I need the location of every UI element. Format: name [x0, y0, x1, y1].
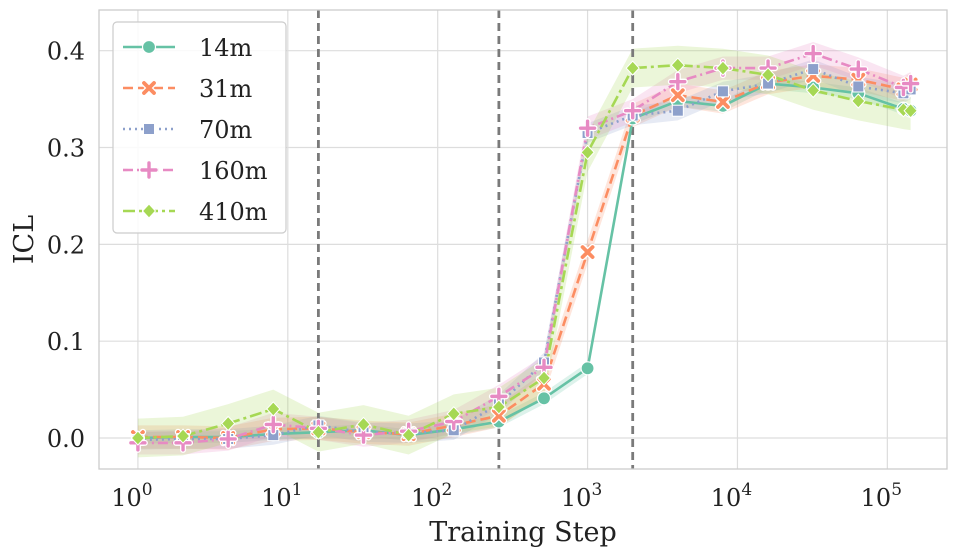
- legend-label: 14m: [199, 34, 253, 62]
- x-tick-label: 102: [411, 480, 452, 512]
- confidence-bands: [137, 42, 911, 458]
- data-point: [356, 416, 371, 433]
- data-point: [580, 361, 595, 376]
- data-point: [536, 391, 552, 406]
- markers-410m: [130, 57, 918, 446]
- data-point: [490, 407, 508, 424]
- data-point: [716, 85, 729, 98]
- data-point: [139, 160, 159, 180]
- plot-frame: [98, 9, 948, 470]
- data-point: [141, 39, 157, 55]
- x-tick-labels: 100 101 102 103 104 105: [111, 480, 902, 512]
- data-point: [577, 118, 598, 139]
- y-tick-labels: 0.0 0.1 0.2 0.3 0.4: [47, 38, 85, 453]
- data-point: [218, 428, 239, 449]
- data-point: [670, 57, 686, 73]
- data-point: [491, 399, 507, 415]
- data-point: [175, 428, 191, 444]
- x-tick-label: 100: [111, 480, 152, 512]
- legend-label: 160m: [199, 157, 268, 185]
- y-axis-label: ICL: [9, 215, 40, 264]
- data-point: [852, 80, 865, 93]
- data-point: [671, 104, 684, 117]
- data-point: [579, 243, 596, 261]
- data-point: [220, 415, 236, 432]
- data-point: [625, 60, 640, 76]
- data-point: [903, 102, 918, 119]
- data-point: [536, 370, 552, 386]
- data-point: [667, 71, 688, 92]
- data-point: [311, 424, 326, 440]
- data-point: [130, 430, 146, 446]
- x-axis-label: Training Step: [429, 517, 617, 548]
- data-point: [140, 79, 158, 97]
- legend-box: [112, 21, 287, 234]
- y-tick-label: 0.1: [47, 328, 85, 356]
- data-point: [669, 86, 687, 104]
- legend: 14m 31m 70m 160m 410m: [112, 21, 287, 234]
- data-point: [401, 427, 416, 443]
- band-410m: [137, 45, 911, 458]
- data-point: [141, 203, 157, 219]
- y-tick-label: 0.3: [47, 135, 85, 163]
- y-tick-label: 0.2: [47, 231, 85, 259]
- data-point: [266, 401, 281, 417]
- x-tick-label: 105: [861, 480, 902, 512]
- legend-label: 31m: [199, 75, 253, 103]
- band-160m: [137, 42, 911, 455]
- data-point: [622, 100, 643, 121]
- x-tick-label: 101: [261, 480, 302, 512]
- x-tick-label: 104: [711, 480, 752, 512]
- x-tick-label: 103: [561, 480, 602, 512]
- data-point: [900, 73, 921, 94]
- series-markers: [127, 43, 921, 453]
- y-tick-label: 0.0: [47, 425, 85, 453]
- data-point: [446, 406, 461, 422]
- legend-label: 410m: [199, 198, 268, 226]
- markers-160m: [127, 43, 921, 453]
- data-point: [848, 59, 869, 80]
- band-70m: [137, 59, 911, 450]
- data-point: [807, 63, 820, 76]
- data-point: [805, 82, 821, 99]
- data-point: [715, 60, 731, 76]
- y-tick-label: 0.4: [47, 38, 85, 66]
- legend-label: 70m: [199, 116, 253, 144]
- data-point: [803, 43, 824, 64]
- data-point: [760, 67, 776, 83]
- data-point: [851, 93, 866, 109]
- data-point: [714, 93, 732, 111]
- data-point: [580, 144, 595, 161]
- data-point: [263, 414, 284, 435]
- data-point: [143, 123, 155, 135]
